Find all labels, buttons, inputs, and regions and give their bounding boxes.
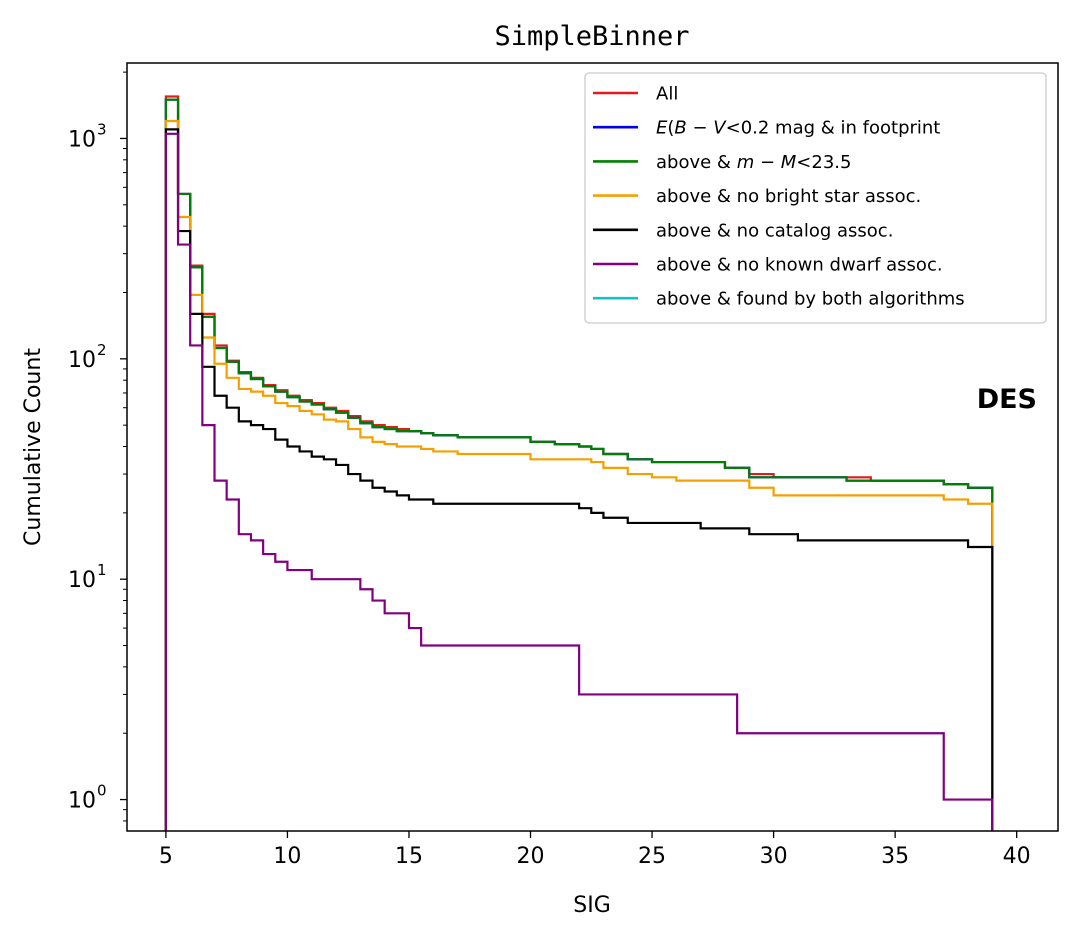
des-annotation: DES [977,384,1037,415]
legend-box [584,72,1047,324]
x-tick-label: 10 [273,844,301,869]
series-line-3 [164,98,994,831]
legend-label-1: All [656,84,678,105]
y-tick-exponent: 3 [97,120,107,138]
x-tick-label: 15 [395,844,423,869]
x-tick-label: 20 [517,844,545,869]
series-line-5 [164,128,994,831]
legend-label-3: above & m − M<23.5 [656,152,851,173]
series-line-4 [164,119,994,831]
x-tick-label: 5 [159,844,173,869]
x-tick-label: 35 [881,844,909,869]
legend-label-4: above & no bright star assoc. [656,186,921,207]
x-tick-label: 30 [760,844,788,869]
legend-label-6: above & no known dwarf assoc. [656,255,943,276]
legend: All E(B − V<0.2 mag & in footprint above &… [584,72,1047,324]
y-tick-exponent: 1 [97,561,107,579]
y-tick-label: 10 [68,127,96,152]
x-axis-label: SIG [573,893,611,918]
legend-label-2: E(B − V<0.2 mag & in footprint [656,118,940,139]
series-line-6 [164,132,994,831]
x-tick-label: 40 [1003,844,1031,869]
legend-label-5: above & no catalog assoc. [656,220,893,241]
y-tick-label: 10 [68,348,96,373]
x-tick-label: 25 [638,844,666,869]
plot-frame [126,62,1059,832]
plot-area [164,95,994,831]
y-tick-exponent: 0 [97,782,107,800]
legend-label-7: above & found by both algorithms [656,289,965,310]
y-axis-label: Cumulative Count [21,348,46,546]
y-tick-exponent: 2 [97,341,107,359]
chart-title: SimpleBinner [494,21,689,52]
y-tick-label: 10 [68,568,96,593]
y-tick-label: 10 [68,789,96,814]
